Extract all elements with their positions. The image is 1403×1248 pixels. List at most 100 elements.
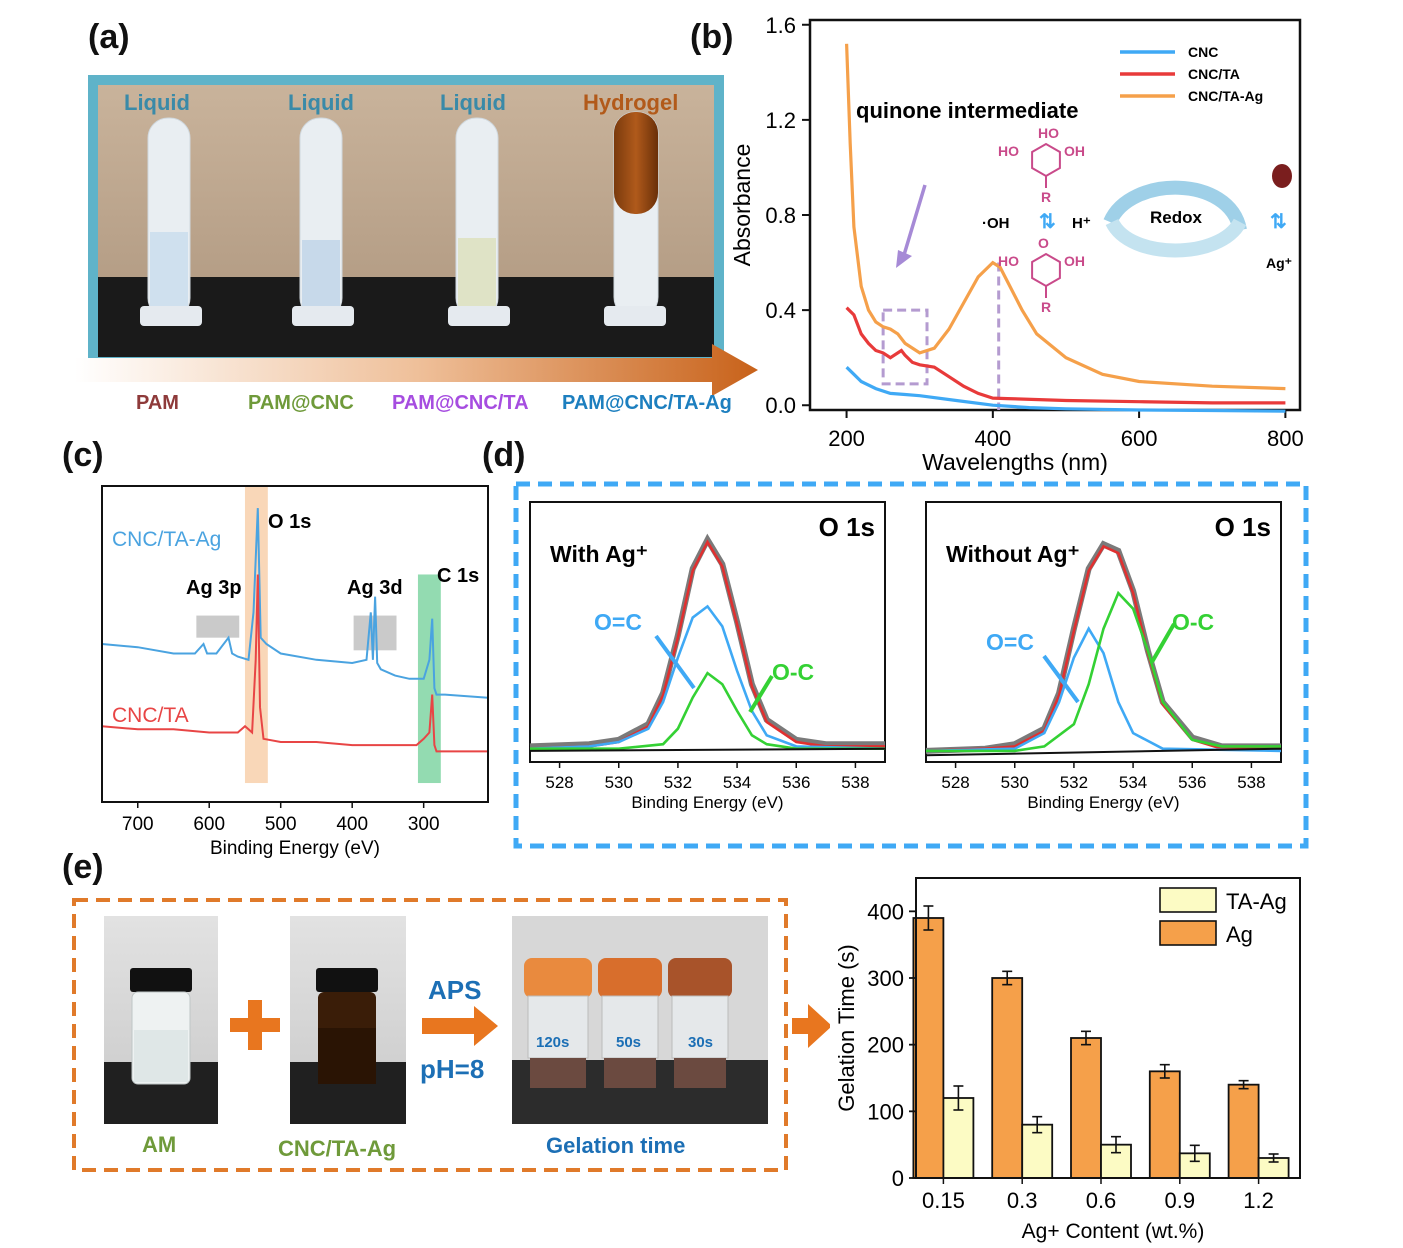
- o-single-c-arrow: [1150, 622, 1176, 664]
- x-tick-label: 528: [545, 773, 573, 792]
- x-tick-label: 528: [941, 773, 969, 792]
- chart-e-gelation: 0.15 0.3 0.6 0.9 1.2 0 100 200 300 400 Ag+ Content…: [834, 877, 1301, 1243]
- arrow-to-chart: [792, 1004, 830, 1048]
- panel-title: O 1s: [1215, 512, 1271, 542]
- series-raw: [925, 540, 1281, 754]
- o-single-c-arrow: [748, 674, 774, 714]
- oh-radical-label: ·OH: [982, 215, 1010, 232]
- svg-text:HO: HO: [998, 143, 1019, 159]
- y-tick-label: 400: [867, 899, 904, 924]
- series-label-cnc-ta: CNC/TA: [112, 704, 189, 727]
- bar-ag: [1070, 1037, 1102, 1179]
- x-tick-label: 538: [841, 773, 869, 792]
- y-axis-label: Gelation Time (s): [834, 944, 859, 1112]
- panel-label-d: (d): [482, 436, 526, 474]
- o-single-c-label: O-C: [772, 659, 814, 685]
- legend-swatch: [1159, 920, 1217, 946]
- x-tick-label: 534: [1119, 773, 1147, 792]
- x-tick-label: 530: [1001, 773, 1029, 792]
- x-axis-label: Binding Energy (eV): [1027, 793, 1179, 812]
- quinone-arrowhead: [896, 250, 912, 268]
- process-frame: [72, 898, 788, 1172]
- chart-d-right-o1s: 528 530 532 534 536 538 Binding Energy (eV) O 1…: [925, 501, 1282, 812]
- o1s-label: O 1s: [268, 511, 311, 533]
- photo-gelation-vials: [512, 916, 768, 1124]
- equilibrium-icon-ag: ⇅: [1270, 211, 1287, 233]
- bar-ta-ag: [1021, 1123, 1054, 1179]
- series-cnc: [845, 366, 1286, 413]
- photo-am-vial: [104, 916, 218, 1124]
- panel-a-figure: [75, 75, 758, 396]
- tube-pam-cnc-ta-ag: [604, 111, 666, 326]
- c1s-label: C 1s: [437, 565, 479, 587]
- tube-pam-cnc: [292, 117, 354, 326]
- x-tick-label: 600: [1121, 426, 1158, 451]
- x-tick-label: 600: [193, 814, 225, 835]
- label-ph: pH=8: [420, 1054, 485, 1084]
- panel-d-frame: [513, 481, 1309, 849]
- bar-ag: [1148, 1070, 1181, 1179]
- svg-text:O: O: [1038, 235, 1049, 251]
- x-tick-label: 500: [265, 814, 297, 835]
- legend-swatch: [1159, 887, 1217, 913]
- x-tick-label: 532: [1060, 773, 1088, 792]
- o-double-c-arrow: [1042, 654, 1080, 704]
- progression-arrow: [75, 344, 758, 396]
- o-double-c-label: O=C: [986, 629, 1034, 655]
- x-axis-label: Wavelengths (nm): [922, 449, 1108, 475]
- series-cnc-ta-ag: [845, 43, 1286, 391]
- y-tick-label: 0.8: [765, 203, 796, 228]
- x-tick-label: 300: [408, 814, 440, 835]
- legend-label: CNC/TA-Ag: [1188, 88, 1263, 104]
- series-cnc-ta-ag: [101, 508, 489, 699]
- series-envelope: [925, 544, 1281, 753]
- plot-frame: [101, 485, 489, 803]
- bar-ag: [912, 917, 945, 1179]
- chart-d-left-o1s: 528 530 532 534 536 538 Binding Energy (eV) O 1…: [529, 501, 886, 812]
- x-tick-label: 536: [782, 773, 810, 792]
- panel-title: O 1s: [819, 512, 875, 542]
- label-120s: 120s: [536, 1034, 570, 1051]
- legend-label: Ag: [1226, 922, 1253, 947]
- y-tick-label: 0.4: [765, 298, 796, 323]
- o-double-c-label: O=C: [594, 609, 642, 635]
- sample-label-pam-cnc-ta: PAM@CNC/TA: [392, 392, 529, 414]
- x-tick-label: 0.9: [1165, 1188, 1196, 1213]
- state-label-4: Hydrogel: [583, 90, 679, 115]
- molecule-gallol: R HO OH HO: [998, 125, 1085, 205]
- quinone-arrow: [902, 184, 927, 256]
- label-50s: 50s: [616, 1034, 642, 1051]
- y-tick-label: 0: [892, 1166, 904, 1191]
- x-tick-label: 1.2: [1243, 1188, 1274, 1213]
- x-axis-label: Binding Energy (eV): [631, 793, 783, 812]
- x-tick-label: 800: [1267, 426, 1304, 451]
- series-baseline: [925, 747, 1282, 757]
- panel-label-a: (a): [88, 18, 130, 56]
- y-tick-label: 200: [867, 1033, 904, 1058]
- quinone-box: [881, 308, 929, 386]
- y-axis-label: Absorbance: [729, 144, 755, 267]
- label-30s: 30s: [688, 1034, 714, 1051]
- series-o-c: [925, 626, 1282, 753]
- equilibrium-icon: ⇅: [1039, 211, 1056, 233]
- plus-icon: [230, 1000, 280, 1050]
- panel-label-e: (e): [62, 848, 104, 886]
- y-tick-label: 0.0: [765, 393, 796, 418]
- photo-cnc-ta-ag-vial: [290, 916, 406, 1124]
- label-gelation-time: Gelation time: [546, 1133, 686, 1158]
- x-tick-label: 0.15: [922, 1188, 965, 1213]
- tube-pam-cnc-ta: [448, 117, 510, 326]
- highlight-band: [196, 615, 240, 638]
- ag-plus-label: Ag⁺: [1266, 255, 1292, 271]
- svg-text:R: R: [1041, 189, 1051, 205]
- label-am: AM: [142, 1132, 177, 1157]
- series-o-c: [530, 671, 885, 750]
- sample-label-pam-cnc-ta-ag: PAM@CNC/TA-Ag: [562, 392, 732, 414]
- ag3p-label: Ag 3p: [186, 577, 242, 599]
- series-label-cnc-ta-ag: CNC/TA-Ag: [112, 528, 221, 551]
- x-tick-label: 536: [1178, 773, 1206, 792]
- molecule-quinone: R HO OH O: [998, 235, 1085, 315]
- y-tick-label: 1.2: [765, 108, 796, 133]
- bar-ag: [1227, 1083, 1260, 1179]
- photo-background: [98, 85, 714, 277]
